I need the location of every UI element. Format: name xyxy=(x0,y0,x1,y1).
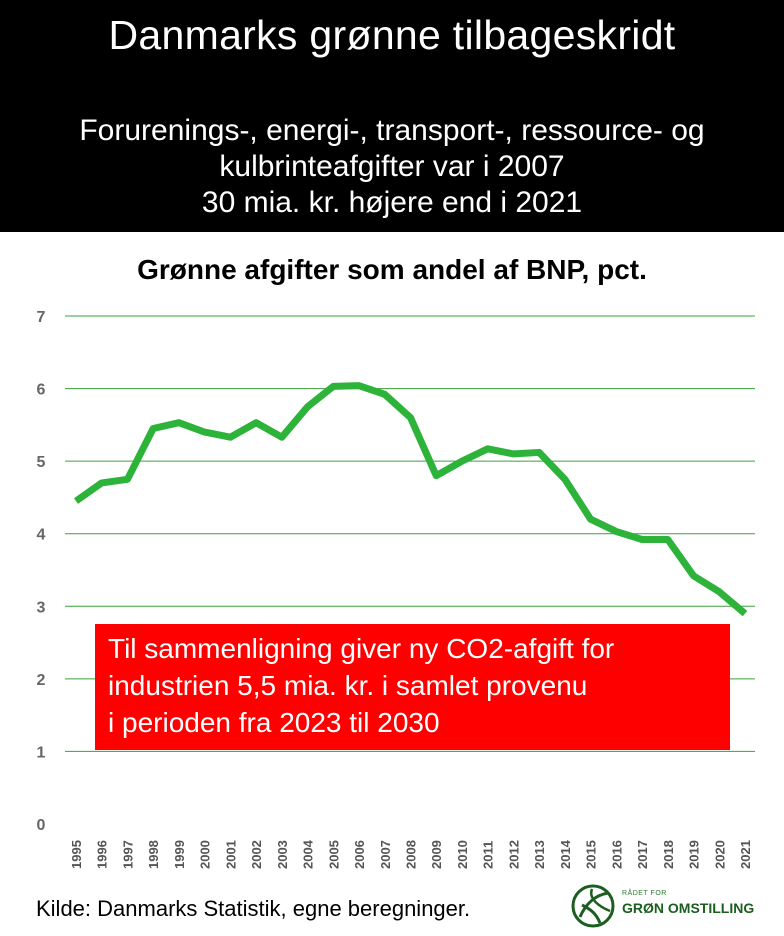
logo-small-text: RÅDET FOR xyxy=(622,890,667,897)
x-tick-label: 2019 xyxy=(687,840,702,869)
x-tick-label: 2013 xyxy=(532,840,547,869)
subtitle-line: Forurenings-, energi-, transport-, resso… xyxy=(79,114,705,147)
page-subtitle: Forurenings-, energi-, transport-, resso… xyxy=(0,113,784,221)
x-tick-label: 2008 xyxy=(404,840,419,869)
y-tick-label: 4 xyxy=(37,527,46,544)
series-line xyxy=(73,382,748,617)
x-tick-label: 2021 xyxy=(738,840,753,869)
x-tick-label: 2000 xyxy=(198,840,213,869)
x-tick-label: 2004 xyxy=(301,839,316,869)
logo: RÅDET FOR GRØN OMSTILLING xyxy=(570,883,770,931)
annotation-line: i perioden fra 2023 til 2030 xyxy=(108,707,440,738)
x-tick-label: 2014 xyxy=(558,839,573,869)
x-tick-label: 1995 xyxy=(69,840,84,869)
logo-big-text: GRØN OMSTILLING xyxy=(622,900,755,916)
y-tick-label: 5 xyxy=(37,454,46,471)
subtitle-line: kulbrinteafgifter var i 2007 xyxy=(219,150,565,183)
x-tick-label: 2001 xyxy=(223,840,238,869)
x-tick-label: 2017 xyxy=(635,840,650,869)
x-tick-label: 2002 xyxy=(249,840,264,869)
x-tick-label: 2007 xyxy=(378,840,393,869)
y-tick-label: 2 xyxy=(37,672,46,689)
x-tick-label: 1997 xyxy=(120,840,135,869)
y-tick-label: 7 xyxy=(37,309,46,326)
x-tick-label: 2003 xyxy=(275,840,290,869)
x-tick-label: 2020 xyxy=(712,840,727,869)
x-tick-label: 1999 xyxy=(172,840,187,869)
x-tick-label: 2012 xyxy=(506,840,521,869)
x-tick-label: 2015 xyxy=(584,840,599,869)
annotation-line: Til sammenligning giver ny CO2-afgift fo… xyxy=(108,633,615,664)
subtitle-line: 30 mia. kr. højere end i 2021 xyxy=(201,186,583,219)
x-tick-label: 2009 xyxy=(429,840,444,869)
leaf-globe-icon xyxy=(571,884,615,928)
x-tick-label: 2010 xyxy=(455,840,470,869)
x-tick-label: 1996 xyxy=(95,840,110,869)
page-title: Danmarks grønne tilbageskridt xyxy=(108,12,676,58)
y-tick-label: 6 xyxy=(37,382,46,399)
x-tick-label: 2016 xyxy=(609,840,624,869)
x-tick-label: 2006 xyxy=(352,840,367,869)
y-tick-label: 3 xyxy=(37,599,46,616)
y-tick-label: 1 xyxy=(37,744,46,761)
x-tick-label: 2005 xyxy=(326,840,341,869)
chart-title: Grønne afgifter som andel af BNP, pct. xyxy=(137,254,647,285)
annotation-box: Til sammenligning giver ny CO2-afgift fo… xyxy=(95,624,730,750)
source-note: Kilde: Danmarks Statistik, egne beregnin… xyxy=(36,896,471,921)
x-tick-label: 2018 xyxy=(661,840,676,869)
y-tick-label: 0 xyxy=(37,817,46,834)
annotation-line: industrien 5,5 mia. kr. i samlet provenu xyxy=(108,670,588,701)
line-chart: 0 1 2 3 4 5 6 7 1995 1996 1997 1998 1999 2000 2001 2002… xyxy=(37,309,755,869)
x-tick-label: 1998 xyxy=(146,840,161,869)
x-tick-label: 2011 xyxy=(481,841,496,869)
header-banner: Danmarks grønne tilbageskridt Forurening… xyxy=(0,0,784,232)
